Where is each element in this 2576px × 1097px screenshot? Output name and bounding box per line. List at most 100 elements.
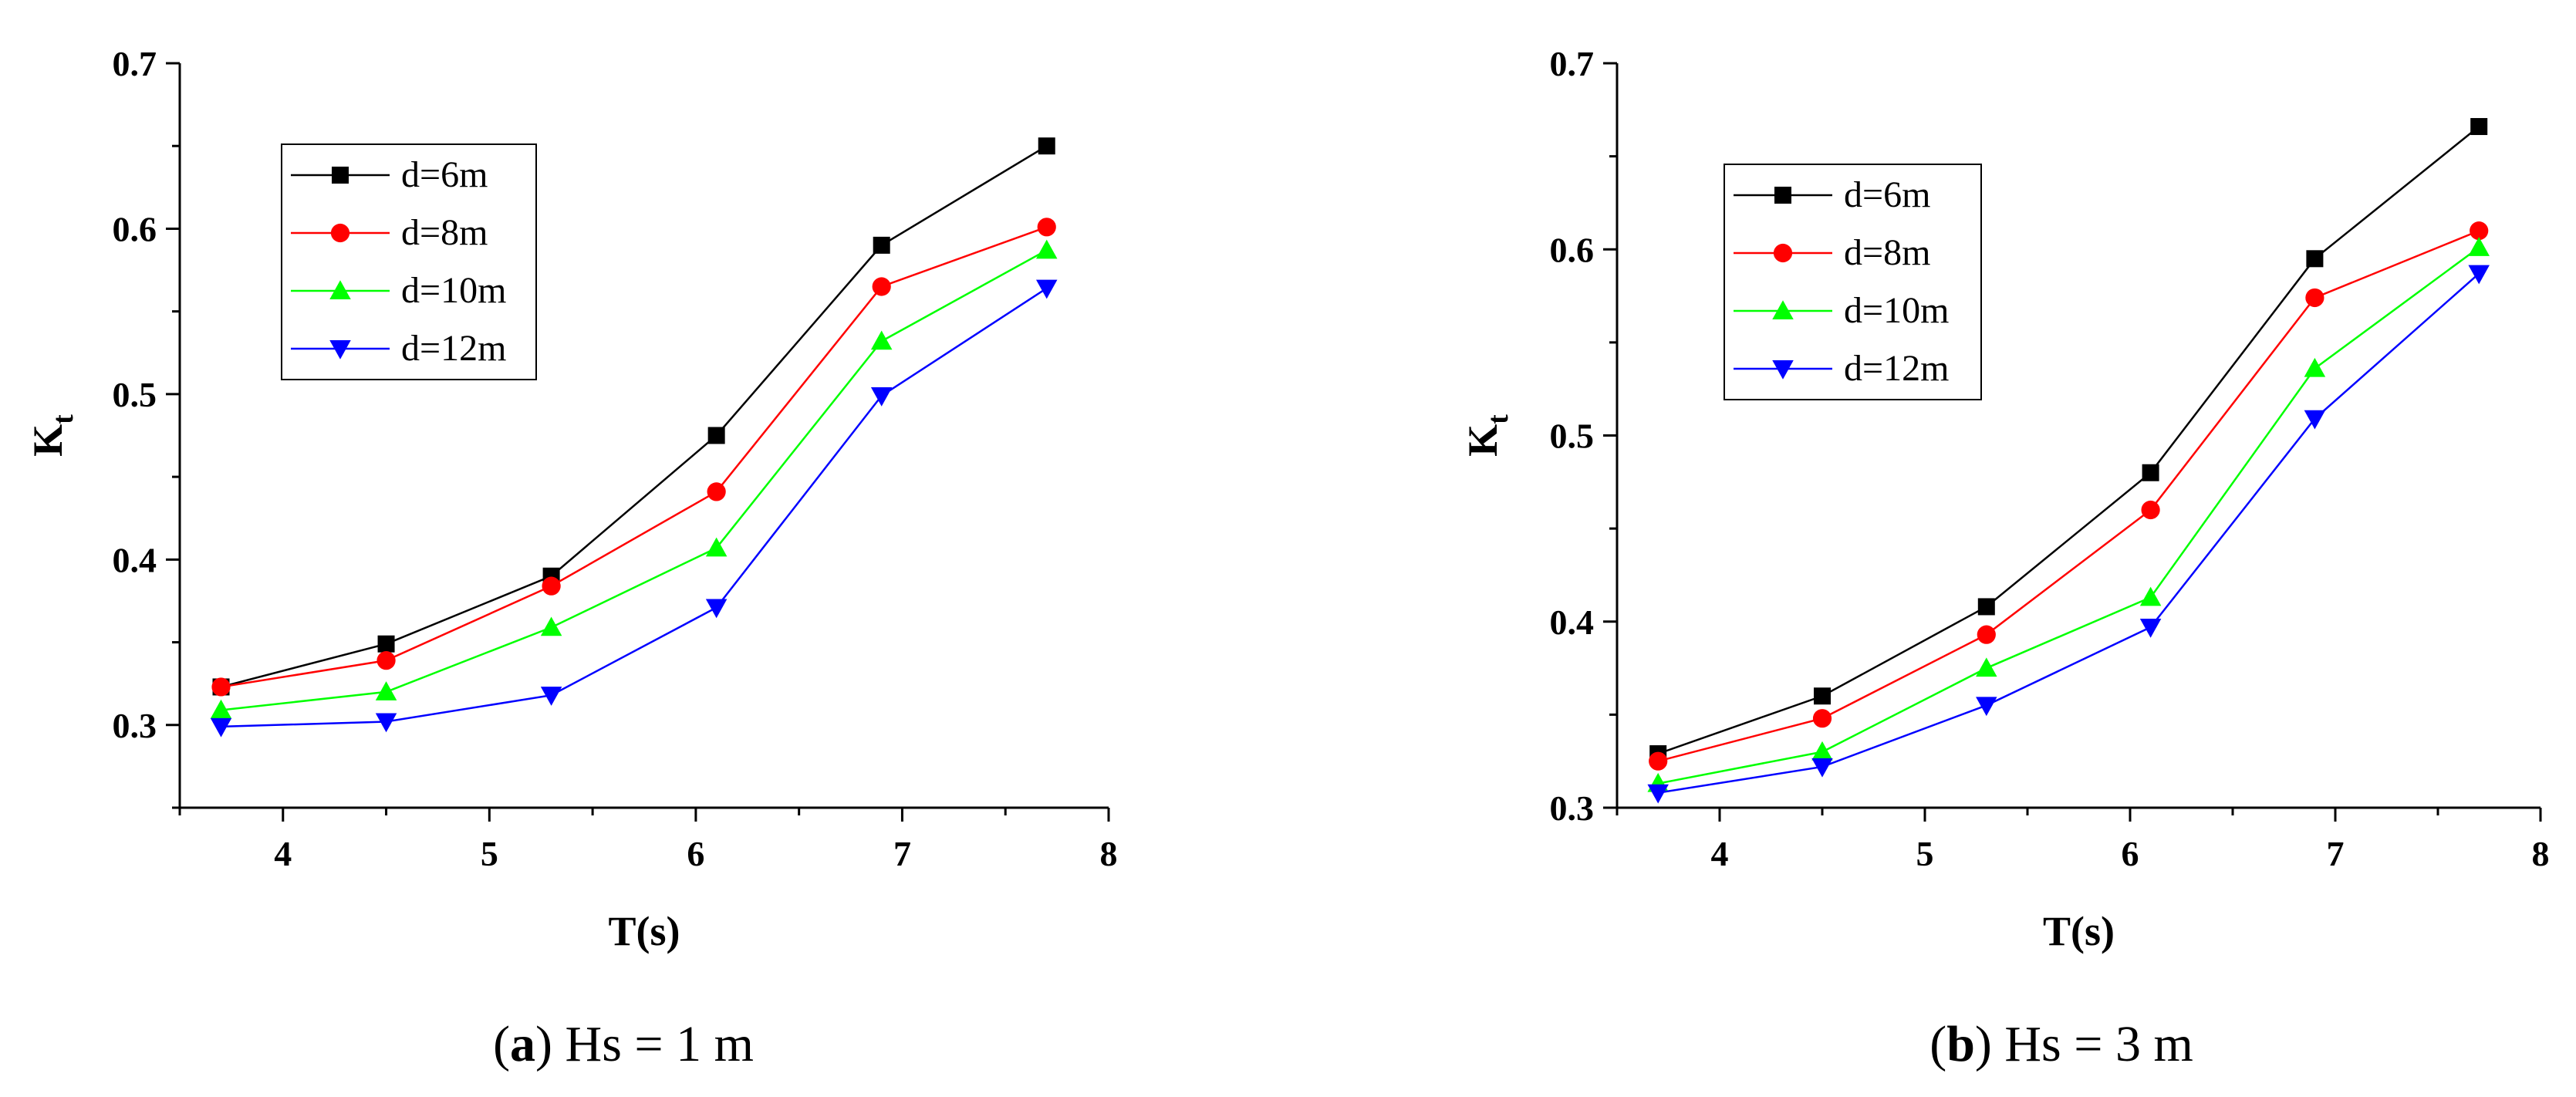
data-point-d=10m xyxy=(210,699,232,719)
legend: d=6m d=8m d=10m d=12m xyxy=(281,143,537,380)
legend-marker xyxy=(1774,187,1791,204)
legend-box xyxy=(1724,164,1982,400)
figure-caption: (b) Hs = 3 m xyxy=(1929,1016,2193,1072)
data-point-d=8m xyxy=(2141,500,2160,520)
series-line-d=6m xyxy=(1657,126,2480,755)
legend-marker xyxy=(1772,360,1794,380)
data-point-d=10m xyxy=(1976,657,1997,677)
data-point-d=10m xyxy=(2139,586,2162,606)
legend-label: d=12m xyxy=(401,328,506,369)
data-point-d=12m xyxy=(2304,410,2326,430)
x-tick-label: 4 xyxy=(1711,834,1729,873)
y-tick-label: 0.6 xyxy=(1550,230,1595,269)
data-point-d=12m xyxy=(1647,784,1669,804)
x-tick-label: 7 xyxy=(893,834,911,873)
series-line-d=8m xyxy=(221,226,1048,688)
data-point-d=8m xyxy=(376,651,396,670)
legend: d=6m d=8m d=10m d=12m xyxy=(1724,164,1982,400)
caption-text: ) Hs = 3 m xyxy=(1975,1016,2193,1072)
y-tick-label: 0.4 xyxy=(113,540,157,579)
legend-marker xyxy=(329,340,351,359)
series-line-d=12m xyxy=(221,287,1048,728)
data-point-d=12m xyxy=(375,713,397,733)
caption-letter: a xyxy=(510,1016,535,1072)
data-point-d=8m xyxy=(1812,709,1832,728)
data-point-d=12m xyxy=(2139,618,2162,638)
data-point-d=6m xyxy=(2470,118,2488,136)
data-point-d=10m xyxy=(375,681,397,700)
data-point-d=12m xyxy=(705,599,728,619)
y-tick-label: 0.3 xyxy=(113,706,157,745)
y-axis-title: Kt xyxy=(25,414,79,457)
x-tick-label: 8 xyxy=(2532,834,2550,873)
y-axis-title-main: K xyxy=(1460,424,1506,457)
series-line-d=10m xyxy=(1657,246,2480,785)
data-point-d=6m xyxy=(707,427,725,444)
series-line-d=12m xyxy=(1658,272,2480,794)
legend-label: d=10m xyxy=(401,270,506,311)
y-tick-label: 0.7 xyxy=(113,44,157,83)
legend-label: d=10m xyxy=(1844,290,1949,331)
x-axis-title: T(s) xyxy=(609,908,680,954)
legend-marker xyxy=(330,223,350,243)
data-point-d=8m xyxy=(542,576,561,596)
data-point-d=12m xyxy=(2468,265,2490,285)
data-point-d=10m xyxy=(540,616,562,636)
y-tick-label: 0.4 xyxy=(1550,603,1595,642)
data-point-d=12m xyxy=(1811,758,1833,778)
data-point-d=10m xyxy=(1811,741,1833,761)
legend-marker xyxy=(329,280,351,299)
legend-label: d=8m xyxy=(1844,232,1930,273)
y-tick-label: 0.7 xyxy=(1550,44,1595,83)
y-axis-title: Kt xyxy=(1460,414,1514,457)
legend-label: d=6m xyxy=(1844,174,1930,215)
legend-label: d=8m xyxy=(401,212,488,253)
series-line-d=6m xyxy=(221,145,1048,688)
x-tick-label: 6 xyxy=(2122,834,2139,873)
figure-caption: (a) Hs = 1 m xyxy=(493,1016,754,1072)
data-point-d=6m xyxy=(873,236,890,254)
y-tick-label: 0.6 xyxy=(113,209,157,248)
legend-marker xyxy=(1773,243,1793,263)
x-tick-label: 8 xyxy=(1100,834,1118,873)
caption-text: ) Hs = 1 m xyxy=(535,1016,754,1072)
data-point-d=8m xyxy=(1037,218,1056,237)
legend-marker xyxy=(332,167,349,184)
data-point-d=12m xyxy=(210,717,232,738)
series-line-d=8m xyxy=(1657,229,2480,762)
legend-label: d=12m xyxy=(1844,348,1949,389)
legend-marker xyxy=(1772,300,1794,319)
caption-letter: b xyxy=(1946,1016,1975,1072)
y-axis-title-sub: t xyxy=(1482,414,1514,424)
x-tick-label: 7 xyxy=(2327,834,2345,873)
y-axis-title-main: K xyxy=(25,424,71,457)
x-tick-label: 4 xyxy=(274,834,292,873)
data-point-d=6m xyxy=(1977,598,1995,616)
x-tick-label: 5 xyxy=(481,834,498,873)
chart-a: 0.30.40.50.60.74 5 6 7 8T(s)Ktd=6md=8md=10md… xyxy=(25,44,1118,1072)
x-axis-title: T(s) xyxy=(2043,908,2115,954)
data-point-d=10m xyxy=(870,330,893,350)
data-point-d=6m xyxy=(377,635,395,653)
caption-open: ( xyxy=(493,1016,510,1072)
y-tick-label: 0.3 xyxy=(1550,788,1595,828)
series-line-d=10m xyxy=(221,249,1048,711)
legend-label: d=6m xyxy=(401,154,488,195)
data-point-d=12m xyxy=(870,387,893,407)
data-point-d=6m xyxy=(1814,687,1831,705)
data-point-d=6m xyxy=(2142,464,2159,481)
legend-box xyxy=(281,143,537,380)
data-point-d=10m xyxy=(2468,237,2490,256)
data-point-d=8m xyxy=(2470,221,2489,241)
caption-open: ( xyxy=(1929,1016,1946,1072)
y-axis-title-sub: t xyxy=(47,414,79,424)
data-point-d=8m xyxy=(211,677,231,697)
data-point-d=6m xyxy=(2306,250,2324,268)
data-point-d=8m xyxy=(1977,625,1996,644)
chart-b: 0.30.40.50.60.74 5 6 7 8T(s)Ktd=6md=8md=10md… xyxy=(1460,44,2550,1072)
y-tick-label: 0.5 xyxy=(1550,417,1595,456)
data-point-d=8m xyxy=(2305,288,2324,308)
data-point-d=10m xyxy=(2304,357,2326,377)
data-point-d=8m xyxy=(707,482,726,501)
